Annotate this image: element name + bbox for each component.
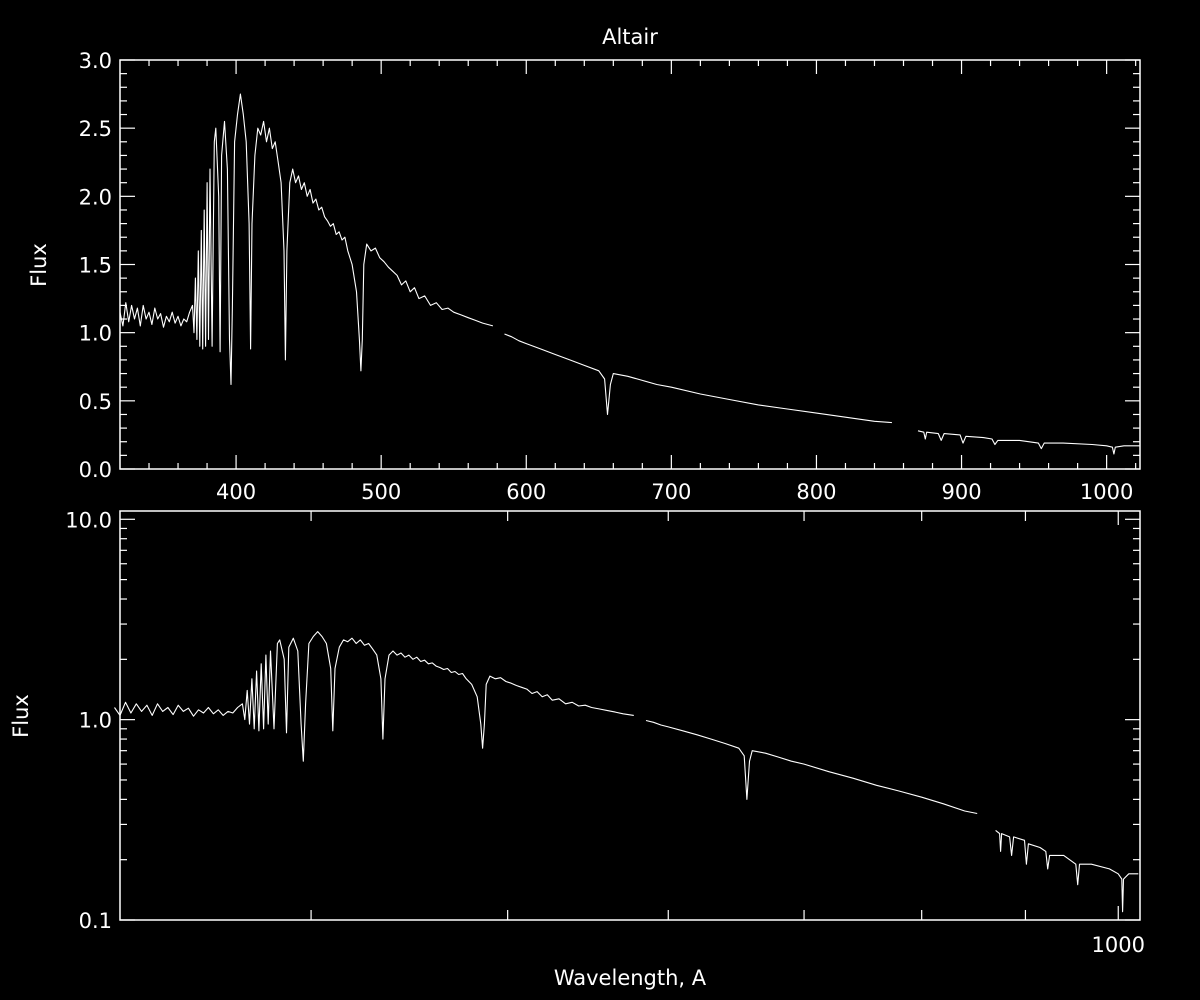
spectrum-line bbox=[995, 829, 1139, 913]
top-y-axis-label: Flux bbox=[27, 243, 51, 287]
spectrum-line bbox=[917, 430, 1140, 455]
y-tick-label: 10.0 bbox=[65, 508, 112, 532]
plot-frame bbox=[119, 59, 1141, 470]
x-axis-label: Wavelength, A bbox=[554, 966, 707, 990]
x-tick-label: 800 bbox=[796, 480, 836, 504]
y-tick-label: 0.1 bbox=[79, 909, 112, 933]
y-tick-label: 0.5 bbox=[79, 390, 112, 414]
x-tick-label: 900 bbox=[941, 480, 981, 504]
x-tick-label: 600 bbox=[506, 480, 546, 504]
y-tick-label: 1.5 bbox=[79, 254, 112, 278]
y-tick-label: 3.0 bbox=[79, 49, 112, 73]
x-tick-label: 400 bbox=[216, 480, 256, 504]
y-tick-label: 2.0 bbox=[79, 185, 112, 209]
spectrum-line bbox=[119, 93, 494, 386]
bottom-y-axis-label: Flux bbox=[9, 694, 33, 738]
y-tick-label: 1.0 bbox=[79, 322, 112, 346]
x-tick-label: 500 bbox=[361, 480, 401, 504]
chart-title: Altair bbox=[602, 25, 658, 49]
x-tick-label: 700 bbox=[651, 480, 691, 504]
spectrum-line bbox=[504, 333, 892, 424]
y-tick-label: 2.5 bbox=[79, 117, 112, 141]
x-tick-label: 1000 bbox=[1080, 480, 1133, 504]
spectrum-line bbox=[114, 631, 634, 762]
x-tick-label: 1000 bbox=[1092, 933, 1145, 957]
spectrum-line bbox=[645, 719, 978, 815]
log-flux-panel: 1000 0.1 1.0 10.0 bbox=[65, 508, 1145, 957]
linear-flux-panel: 400 500 600 700 800 900 1000 0.0 0.5 1.0 1.5 2.0 2.5… bbox=[79, 49, 1141, 504]
y-tick-label: 1.0 bbox=[79, 709, 112, 733]
y-tick-label: 0.0 bbox=[79, 458, 112, 482]
